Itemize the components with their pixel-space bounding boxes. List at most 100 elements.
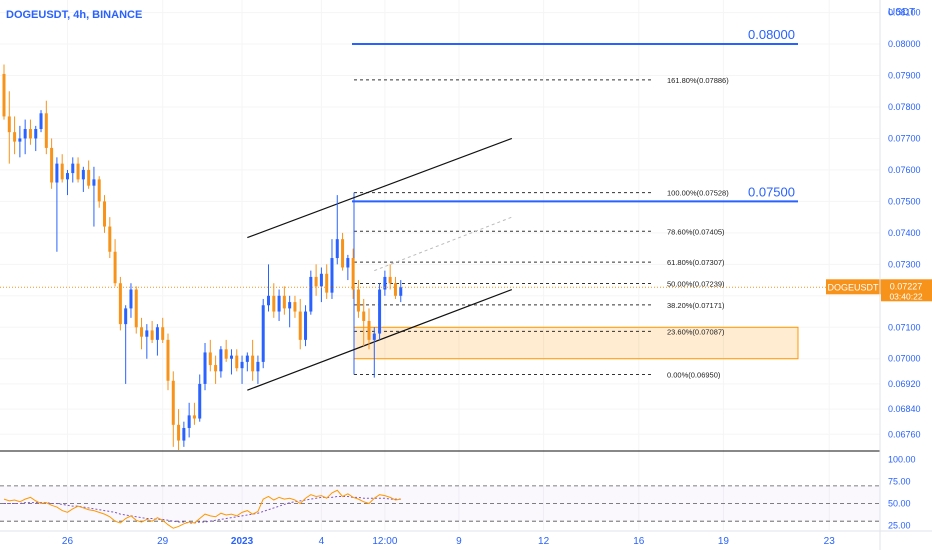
candle-body <box>145 330 149 337</box>
last-price-tag <box>881 279 932 302</box>
fib-level-label: 0.00%(0.06950) <box>667 370 721 379</box>
rsi-ma-line <box>4 495 401 524</box>
fib-level-label: 38.20%(0.07171) <box>667 301 725 310</box>
candle-body <box>108 226 112 252</box>
candle-body <box>288 302 292 309</box>
candle-body <box>251 355 255 372</box>
candle-body <box>399 287 403 296</box>
candle-body <box>65 173 69 180</box>
fib-level-label: 161.80%(0.07886) <box>667 76 729 85</box>
price-tick-label: 0.07800 <box>888 102 921 112</box>
horizontal-level-label: 0.08000 <box>748 27 795 42</box>
candle-body <box>198 383 202 419</box>
time-tick-label: 19 <box>718 536 730 547</box>
candle-body <box>28 129 32 139</box>
bar-countdown: 03:40:22 <box>889 291 922 301</box>
candle-body <box>187 415 191 428</box>
candle-body <box>293 302 297 312</box>
candle-body <box>18 138 22 142</box>
candle-body <box>261 305 265 362</box>
price-tick-label: 0.07700 <box>888 133 921 143</box>
price-tick-label: 0.07500 <box>888 196 921 206</box>
candle-body <box>214 365 218 372</box>
price-tick-label: 0.06840 <box>888 404 921 414</box>
candle-body <box>134 289 138 328</box>
candle-body <box>177 424 181 441</box>
rsi-band <box>0 485 880 522</box>
horizontal-levels[interactable]: 0.08000 0.07500 <box>352 27 798 203</box>
time-tick-label: 26 <box>62 536 74 547</box>
candle-body <box>346 258 350 268</box>
price-tick-label: 0.07400 <box>888 228 921 238</box>
candles <box>2 64 403 450</box>
candle-body <box>330 258 334 293</box>
candle-body <box>103 201 107 227</box>
candle-body <box>140 327 144 337</box>
candle-body <box>267 295 270 306</box>
rsi-pane <box>0 450 880 529</box>
time-tick-label: 4 <box>319 536 325 547</box>
candle-body <box>129 289 133 309</box>
time-tick-label: 2023 <box>231 536 254 547</box>
rsi-tick-label: 25.00 <box>888 521 911 531</box>
symbol-tag-label: DOGEUSDT <box>827 282 879 292</box>
candle-body <box>351 258 355 290</box>
candle-body <box>219 349 223 372</box>
time-tick-label: 16 <box>633 536 645 547</box>
candle-body <box>277 295 281 312</box>
channel-mid-line <box>374 216 513 272</box>
candle-body <box>87 169 91 186</box>
price-tick-label: 0.08000 <box>888 39 921 49</box>
fib-level-label: 78.60%(0.07405) <box>667 227 725 236</box>
rsi-tick-label: 50.00 <box>888 499 911 509</box>
candle-body <box>113 251 117 284</box>
candle-body <box>192 415 196 419</box>
candle-body <box>362 311 366 321</box>
fib-level-label: 61.80%(0.07307) <box>667 258 725 267</box>
candle-body <box>378 289 382 334</box>
candle-body <box>341 239 345 268</box>
candle-body <box>240 361 244 369</box>
candle-body <box>393 283 397 296</box>
fib-retracement[interactable]: 161.80%(0.07886) 100.00%(0.07528) 78.60%(0… <box>353 76 729 380</box>
candle-body <box>282 295 286 309</box>
candle-body <box>325 273 329 293</box>
symbol-title: DOGEUSDT, 4h, BINANCE <box>6 9 143 21</box>
candle-body <box>150 330 154 340</box>
candle-body <box>34 129 38 139</box>
candle-body <box>118 283 122 325</box>
fib-level-label: 50.00%(0.07239) <box>667 280 725 289</box>
time-tick-label: 29 <box>157 536 169 547</box>
candle-body <box>298 311 302 340</box>
candle-body <box>203 352 207 384</box>
candle-body <box>39 113 43 130</box>
price-tick-label: 0.07600 <box>888 165 921 175</box>
candle-body <box>161 327 165 340</box>
price-tick-label: 0.08100 <box>888 8 921 18</box>
time-tick-label: 9 <box>456 536 462 547</box>
price-tick-label: 0.07300 <box>888 259 921 269</box>
price-tick-label: 0.06920 <box>888 379 921 389</box>
price-axis[interactable]: 0.08100 0.08000 0.07900 0.07800 0.07700 0.076… <box>879 0 932 550</box>
candle-body <box>60 163 64 180</box>
rsi-tick-label: 75.00 <box>888 476 911 486</box>
candle-body <box>229 355 233 359</box>
candle-body <box>76 163 80 180</box>
candle-body <box>372 333 376 340</box>
candle-body <box>309 276 313 312</box>
candle-body <box>171 380 175 425</box>
horizontal-level-label: 0.07500 <box>748 184 795 199</box>
candle-body <box>383 276 387 290</box>
candle-body <box>71 163 75 174</box>
candle-body <box>124 308 128 325</box>
candle-body <box>335 239 339 259</box>
candle-body <box>2 73 6 117</box>
price-tick-label: 0.07100 <box>888 322 921 332</box>
symbol-tag <box>826 279 881 295</box>
candle-body <box>319 273 323 287</box>
candle-body <box>304 311 308 340</box>
fib-level-label: 23.60%(0.07087) <box>667 327 725 336</box>
time-axis[interactable]: 26 29 2023 4 12:00 9 12 16 19 23 <box>0 530 932 547</box>
candle-body <box>155 327 159 340</box>
